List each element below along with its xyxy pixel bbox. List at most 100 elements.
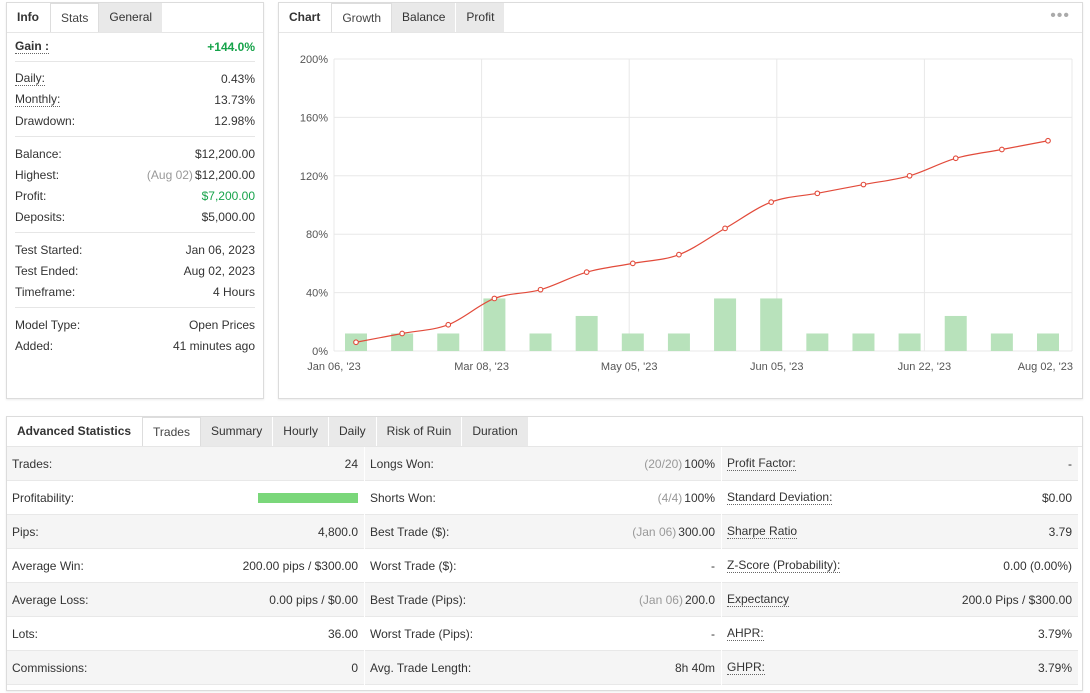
tab-balance[interactable]: Balance: [392, 3, 457, 32]
model-type-label: Model Type:: [15, 317, 81, 332]
growth-point: [491, 295, 498, 302]
lots-row: Lots: 36.00: [7, 617, 364, 651]
expectancy-value: 200.0 Pips / $300.00: [961, 592, 1072, 607]
x-tick-label: Mar 08, '23: [454, 361, 509, 373]
average-win-label: Average Win:: [12, 558, 84, 573]
x-tick-label: May 05, '23: [601, 361, 658, 373]
average-loss-label: Average Loss:: [12, 592, 89, 607]
y-tick-label: 160%: [300, 112, 328, 124]
tab-info: Info: [7, 3, 50, 32]
avg-trade-length-value: 8h 40m: [674, 660, 715, 675]
worst-trade-pips-row: Worst Trade (Pips): -: [365, 617, 721, 651]
tab-profit[interactable]: Profit: [456, 3, 506, 32]
monthly-value: 13.73%: [214, 92, 255, 107]
drawdown-value: 12.98%: [214, 113, 255, 128]
best-trade-pips-row: Best Trade (Pips): (Jan 06) 200.0: [365, 583, 721, 617]
tab-general[interactable]: General: [99, 3, 164, 32]
z-score-label[interactable]: Z-Score (Probability):: [727, 557, 841, 573]
x-tick-label: Aug 02, '23: [1018, 361, 1073, 373]
deposits-label: Deposits:: [15, 209, 66, 224]
shorts-won-percent: 100%: [684, 490, 715, 505]
drawdown-label: Drawdown:: [15, 113, 76, 128]
pips-value: 4,800.0: [317, 524, 358, 539]
shorts-won-label: Shorts Won:: [370, 490, 436, 505]
profit-label: Profit:: [15, 188, 47, 203]
shorts-won-count: (4/4): [657, 490, 683, 505]
added-value: 41 minutes ago: [172, 338, 255, 353]
trades-label: Trades:: [12, 456, 53, 471]
added-row: Added: 41 minutes ago: [15, 335, 255, 356]
ahpr-label[interactable]: AHPR:: [727, 625, 764, 641]
tab-hourly[interactable]: Hourly: [273, 417, 329, 446]
chart-panel: Chart Growth Balance Profit ••• 0% 40% 80%…: [278, 2, 1083, 399]
tab-stats[interactable]: Stats: [50, 3, 100, 32]
tab-summary[interactable]: Summary: [200, 417, 274, 446]
average-win-row: Average Win: 200.00 pips / $300.00: [7, 549, 364, 583]
best-trade-usd-label: Best Trade ($):: [370, 524, 450, 539]
stats-col-3: Profit Factor: - Standard Deviation: $0.00…: [721, 447, 1078, 685]
chart-bar: [944, 315, 967, 351]
profit-factor-row: Profit Factor: -: [722, 447, 1078, 481]
monthly-label[interactable]: Monthly:: [15, 91, 61, 107]
test-ended-row: Test Ended: Aug 02, 2023: [15, 260, 255, 281]
z-score-row: Z-Score (Probability): 0.00 (0.00%): [722, 549, 1078, 583]
highest-amount: $12,200.00: [194, 167, 255, 182]
chart-bar: [575, 315, 598, 351]
tab-duration[interactable]: Duration: [462, 417, 529, 446]
worst-trade-pips-label: Worst Trade (Pips):: [370, 626, 474, 641]
profitability-label: Profitability:: [12, 490, 75, 505]
ghpr-label[interactable]: GHPR:: [727, 659, 766, 675]
commissions-label: Commissions:: [12, 660, 88, 675]
timeframe-row: Timeframe: 4 Hours: [15, 281, 255, 302]
growth-point: [722, 225, 728, 232]
growth-point: [583, 269, 590, 276]
best-trade-usd-value: (Jan 06) 300.00: [632, 525, 715, 539]
info-body: Gain : +144.0% Daily: 0.43% Monthly: 13.…: [7, 33, 263, 356]
avg-trade-length-label: Avg. Trade Length:: [370, 660, 472, 675]
highest-value: (Aug 02) $12,200.00: [147, 168, 255, 182]
growth-point: [1045, 137, 1051, 144]
test-ended-value: Aug 02, 2023: [183, 263, 255, 278]
gain-label: Gain :: [15, 39, 50, 54]
sharpe-ratio-label[interactable]: Sharpe Ratio: [727, 523, 798, 539]
sharpe-ratio-row: Sharpe Ratio 3.79: [722, 515, 1078, 549]
tab-growth[interactable]: Growth: [331, 3, 393, 32]
balance-label: Balance:: [15, 146, 62, 161]
deposits-value: $5,000.00: [201, 209, 255, 224]
chart-bar: [529, 333, 552, 351]
growth-point: [999, 146, 1005, 153]
expectancy-label[interactable]: Expectancy: [727, 591, 790, 607]
tab-risk-of-ruin[interactable]: Risk of Ruin: [376, 417, 463, 446]
shorts-won-value: (4/4) 100%: [658, 491, 715, 505]
x-tick-label: Jun 05, '23: [750, 361, 803, 373]
highest-row: Highest: (Aug 02) $12,200.00: [15, 164, 255, 185]
timeframe-value: 4 Hours: [212, 284, 255, 299]
profitability-row: Profitability:: [7, 481, 364, 515]
tab-daily[interactable]: Daily: [328, 417, 377, 446]
longs-won-value: (20/20) 100%: [644, 457, 715, 471]
gain-row: Gain : +144.0%: [15, 33, 255, 61]
avg-trade-length-row: Avg. Trade Length: 8h 40m: [365, 651, 721, 685]
info-panel: Info Stats General Gain : +144.0% Daily:…: [6, 2, 264, 399]
profitability-bar: [258, 492, 358, 503]
best-trade-pips-date: (Jan 06): [638, 592, 683, 607]
gain-value: +144.0%: [207, 40, 255, 54]
daily-label[interactable]: Daily:: [15, 70, 46, 86]
stats-col-2: Longs Won: (20/20) 100% Shorts Won: (4/4) 10…: [364, 447, 721, 685]
trades-value: 24: [344, 456, 358, 471]
ahpr-value: 3.79%: [1037, 626, 1072, 641]
x-tick-label: Jun 22, '23: [898, 361, 951, 373]
expectancy-row: Expectancy 200.0 Pips / $300.00: [722, 583, 1078, 617]
more-dots-icon[interactable]: •••: [1050, 7, 1070, 24]
worst-trade-pips-value: -: [711, 626, 715, 641]
standard-deviation-label[interactable]: Standard Deviation:: [727, 489, 833, 505]
timeframe-label: Timeframe:: [15, 284, 76, 299]
growth-point: [537, 286, 544, 293]
advanced-tabbar: Advanced Statistics Trades Summary Hourl…: [7, 417, 1082, 447]
tab-trades[interactable]: Trades: [142, 417, 201, 446]
profit-factor-label[interactable]: Profit Factor:: [727, 455, 796, 471]
best-trade-pips-label: Best Trade (Pips):: [370, 592, 467, 607]
drawdown-row: Drawdown: 12.98%: [15, 110, 255, 131]
y-tick-label: 200%: [300, 54, 328, 66]
profit-factor-value: -: [1068, 456, 1072, 471]
